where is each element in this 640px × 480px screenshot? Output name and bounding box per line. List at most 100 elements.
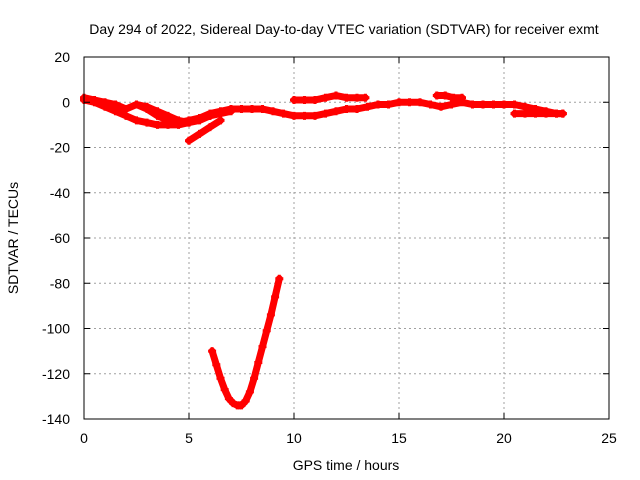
data-point [300, 95, 309, 104]
series-line [208, 275, 283, 409]
y-tick-label: -80 [50, 275, 70, 291]
data-point [521, 109, 529, 118]
data-point [542, 109, 550, 118]
data-point [353, 93, 361, 102]
data-point [216, 109, 225, 118]
data-point [132, 116, 141, 125]
data-point [300, 111, 309, 120]
data-point [241, 396, 250, 405]
data-point [458, 93, 466, 102]
series-elevated-segment-2 [432, 91, 466, 102]
data-point [220, 385, 229, 394]
data-point [447, 100, 456, 109]
data-point [416, 98, 424, 107]
series-elevated-segment [290, 91, 370, 104]
data-point [441, 91, 450, 100]
data-point [258, 342, 267, 351]
x-tick-label: 20 [496, 430, 512, 446]
data-point [208, 347, 217, 356]
data-point [185, 136, 193, 145]
data-point [558, 109, 567, 118]
y-tick-label: -100 [42, 321, 70, 337]
data-point [342, 105, 351, 114]
data-point [164, 111, 172, 120]
data-point [143, 118, 151, 127]
data-point [250, 374, 259, 383]
series-segment-2-7 [132, 100, 235, 127]
y-axis-label: SDTVAR / TECUs [5, 182, 21, 294]
data-point [405, 98, 414, 107]
data-point [227, 107, 235, 116]
data-point [321, 109, 330, 118]
data-point [321, 93, 330, 102]
x-tick-label: 5 [185, 430, 193, 446]
data-point [374, 100, 382, 109]
data-point [90, 95, 99, 104]
series-dip-segment [185, 116, 225, 145]
data-point [353, 105, 361, 114]
data-point [426, 100, 435, 109]
data-point [254, 358, 263, 367]
data-point [229, 399, 238, 408]
data-point [101, 98, 109, 107]
series-upper-band-a [80, 95, 567, 129]
y-tick-label: -20 [50, 140, 70, 156]
data-point [206, 111, 214, 120]
data-point [216, 374, 225, 383]
data-point [290, 111, 298, 120]
data-point [311, 111, 319, 120]
data-point [531, 109, 540, 118]
x-tick-label: 25 [601, 430, 617, 446]
data-point [332, 91, 340, 100]
data-point [489, 100, 498, 109]
data-point [206, 123, 214, 132]
x-tick-label: 0 [80, 430, 88, 446]
x-axis-label: GPS time / hours [293, 457, 400, 473]
data-point [143, 102, 151, 111]
data-point [122, 111, 130, 120]
data-point [449, 93, 458, 102]
data-point [237, 401, 246, 410]
data-point [269, 107, 277, 116]
data-point [212, 360, 221, 369]
data-point [153, 120, 162, 129]
data-point [437, 102, 445, 111]
y-tick-label: -40 [50, 185, 70, 201]
series-line [433, 92, 466, 102]
data-point [195, 129, 204, 138]
data-point [332, 107, 340, 116]
data-point [521, 102, 529, 111]
data-point [510, 109, 519, 118]
data-point [195, 116, 204, 125]
data-point [363, 102, 372, 111]
data-point [111, 107, 120, 116]
data-point [224, 394, 233, 403]
data-point [258, 105, 267, 114]
chart-title: Day 294 of 2022, Sidereal Day-to-day VTE… [89, 21, 598, 37]
data-point [479, 100, 487, 109]
y-tick-label: 0 [62, 94, 70, 110]
data-point [275, 274, 284, 283]
data-point [510, 100, 519, 109]
data-point [361, 93, 370, 102]
data-point [500, 100, 508, 109]
data-point [153, 107, 162, 116]
axis-ticks: 20 0 -20 -40 -60 -80 -100 -120 -140 0 5 10 15 20 25 [42, 49, 617, 446]
x-tick-label: 10 [286, 430, 302, 446]
data-point [384, 100, 393, 109]
y-tick-label: -140 [42, 411, 70, 427]
data-point [279, 109, 288, 118]
data-point [342, 93, 351, 102]
y-tick-label: -60 [50, 230, 70, 246]
series-line [185, 116, 224, 145]
y-tick-label: 20 [54, 49, 70, 65]
data-point [185, 118, 193, 127]
data-point [262, 326, 271, 335]
data-point [248, 105, 256, 114]
y-tick-label: -120 [42, 366, 70, 382]
data-point [266, 310, 275, 319]
data-point [311, 95, 319, 104]
data-point [271, 292, 280, 301]
data-point [132, 100, 141, 109]
